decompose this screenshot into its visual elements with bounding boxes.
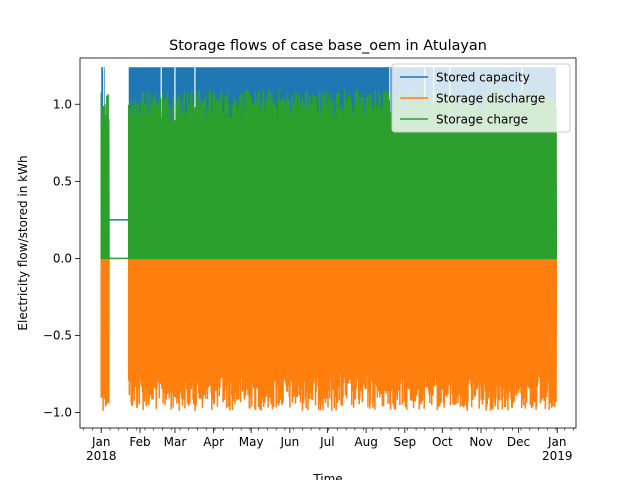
x-tick-label: Sep — [394, 435, 417, 449]
plot-frame — [79, 57, 577, 429]
legend-entry: Stored capacity — [436, 71, 530, 85]
legend-entry: Storage discharge — [436, 92, 545, 106]
x-tick-label: Jan — [91, 435, 111, 449]
x-axis-label: Time — [312, 472, 342, 480]
legend-entry: Storage charge — [436, 113, 528, 127]
x-tick-label: May — [239, 435, 264, 449]
y-tick-label: −0.5 — [43, 329, 72, 343]
x-tick-year-label: 2018 — [86, 449, 117, 463]
storage-charge-line — [100, 92, 110, 259]
legend-box — [391, 63, 571, 133]
x-tick-label: Feb — [129, 435, 150, 449]
x-tick-label: Mar — [164, 435, 187, 449]
x-tick-label: Apr — [203, 435, 224, 449]
y-tick-label: −1.0 — [43, 406, 72, 420]
chart-title: Storage flows of case base_oem in Atulay… — [169, 38, 487, 54]
y-tick-label: 1.0 — [53, 97, 72, 111]
x-tick-label: Jul — [319, 435, 334, 449]
x-tick-label: Nov — [469, 435, 492, 449]
y-axis-label: Electricity flow/stored in kWh — [16, 155, 30, 330]
storage-discharge-line — [100, 258, 110, 411]
x-tick-label: Dec — [507, 435, 530, 449]
y-tick-label: 0.0 — [53, 251, 72, 265]
storage-discharge-line — [127, 258, 558, 411]
x-tick-label: Aug — [354, 435, 377, 449]
x-tick-year-label: 2019 — [542, 449, 573, 463]
x-tick-label: Oct — [432, 435, 453, 449]
x-tick-label: Jun — [280, 435, 300, 449]
y-tick-label: 0.5 — [53, 174, 72, 188]
storage-charge-line — [127, 88, 558, 259]
x-tick-label: Jan — [547, 435, 567, 449]
y-axis: −1.0 −0.5 0.0 0.5 1.0 — [43, 97, 80, 420]
legend: Stored capacity Storage discharge Storage … — [391, 63, 571, 133]
